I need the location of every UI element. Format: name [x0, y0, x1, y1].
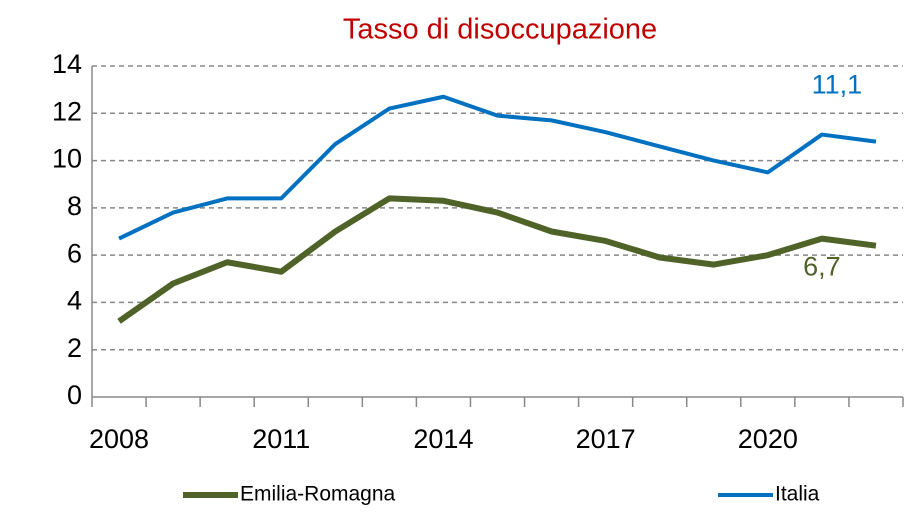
y-tick-label: 14 [52, 49, 82, 79]
legend-label: Italia [775, 483, 820, 506]
y-tick-label: 2 [67, 333, 82, 363]
y-tick-label: 12 [52, 96, 82, 126]
y-tick-label: 6 [67, 238, 82, 268]
y-tick-label: 4 [67, 286, 82, 316]
legend-label: Emilia-Romagna [240, 483, 396, 506]
series-line [117, 195, 877, 324]
x-tick-label: 2011 [252, 424, 310, 454]
x-tick-label: 2020 [738, 424, 798, 454]
x-tick-label: 2014 [413, 424, 473, 454]
series-line [118, 94, 877, 241]
x-tick-label: 2017 [576, 424, 636, 454]
chart-title: Tasso di disoccupazione [343, 14, 657, 46]
x-tick-label: 2008 [89, 424, 149, 454]
y-tick-label: 8 [67, 191, 82, 221]
data-label: 11,1 [812, 70, 863, 100]
y-tick-label: 0 [67, 380, 82, 410]
data-label: 6,7 [803, 252, 841, 282]
y-tick-label: 10 [52, 144, 82, 174]
